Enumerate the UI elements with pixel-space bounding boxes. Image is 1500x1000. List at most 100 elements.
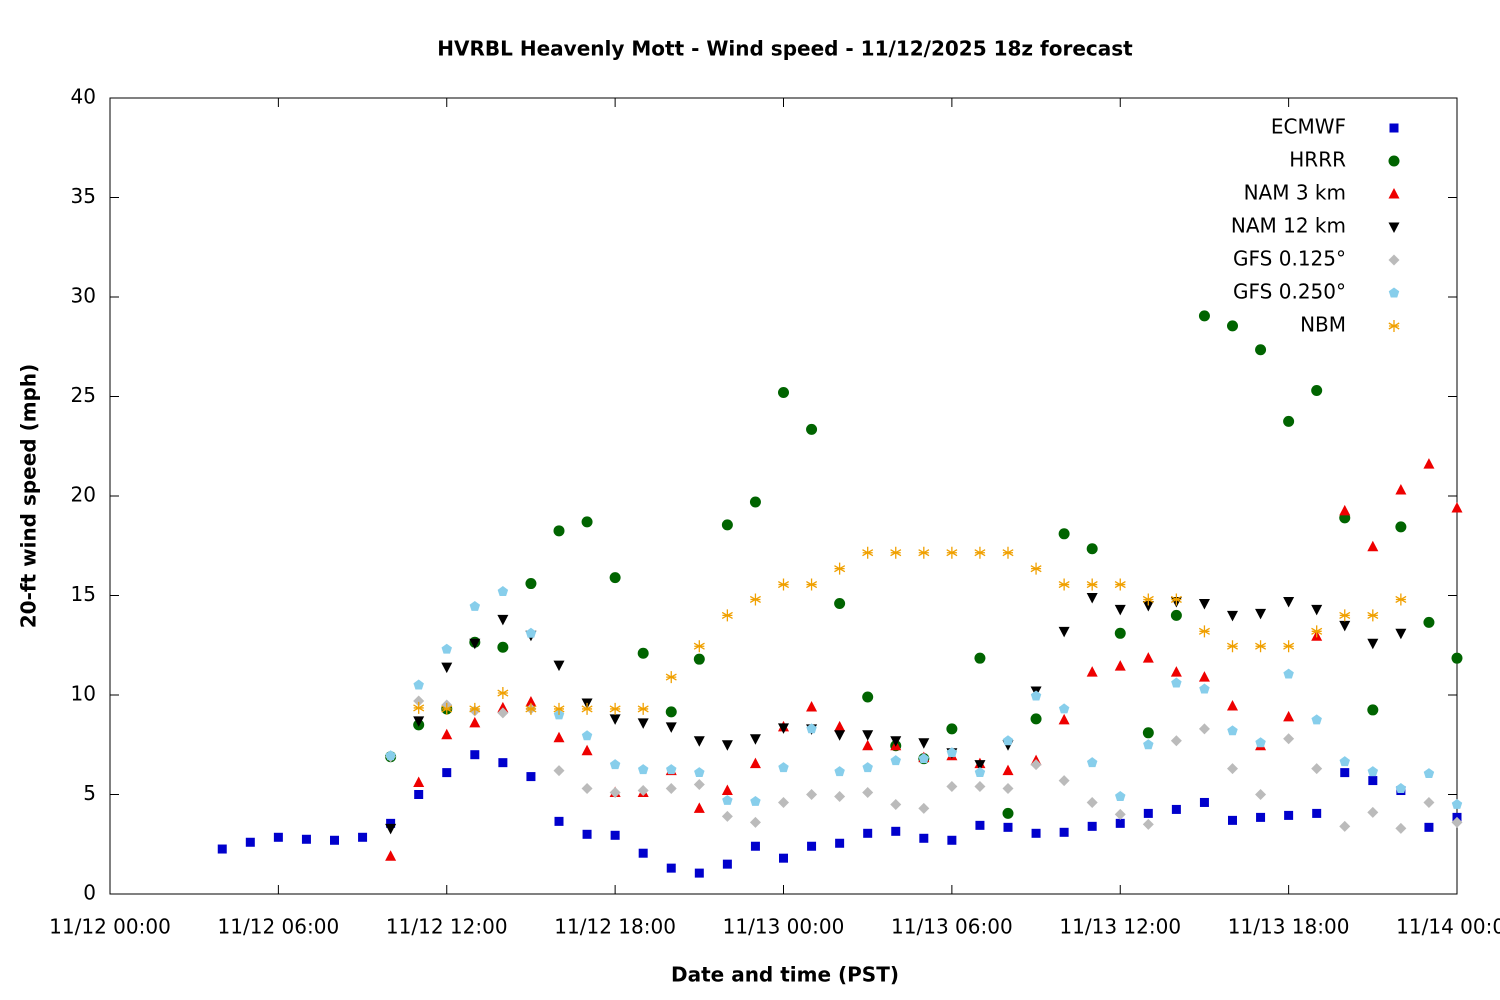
point bbox=[637, 785, 649, 797]
point bbox=[918, 753, 930, 764]
y-tick-label: 35 bbox=[71, 184, 96, 208]
point bbox=[749, 496, 761, 508]
point bbox=[890, 798, 902, 810]
point bbox=[582, 829, 592, 839]
point bbox=[1058, 775, 1070, 787]
point bbox=[1114, 627, 1126, 639]
point bbox=[330, 835, 339, 845]
point bbox=[1171, 804, 1181, 814]
point bbox=[413, 701, 425, 714]
legend-label: GFS 0.125° bbox=[1233, 247, 1346, 271]
point bbox=[749, 734, 761, 745]
point bbox=[526, 772, 536, 782]
point bbox=[693, 802, 705, 813]
point bbox=[637, 718, 649, 729]
point bbox=[1256, 812, 1266, 822]
point bbox=[273, 832, 283, 842]
point bbox=[1058, 703, 1070, 714]
point bbox=[1170, 735, 1182, 747]
x-tick-label: 11/12 00:00 bbox=[49, 915, 171, 939]
point bbox=[1395, 783, 1407, 793]
point bbox=[413, 776, 425, 788]
point bbox=[946, 723, 958, 735]
point bbox=[1058, 713, 1070, 725]
point bbox=[1367, 609, 1379, 622]
point bbox=[1367, 638, 1379, 650]
point bbox=[1339, 620, 1351, 632]
point bbox=[442, 768, 452, 778]
point bbox=[413, 695, 425, 707]
point bbox=[1395, 822, 1407, 834]
point bbox=[807, 841, 817, 851]
point bbox=[974, 781, 986, 793]
point bbox=[497, 586, 509, 596]
y-tick-label: 20 bbox=[71, 483, 96, 507]
point bbox=[469, 600, 481, 611]
legend-marker bbox=[1388, 188, 1400, 199]
point bbox=[666, 863, 676, 873]
point bbox=[721, 519, 733, 531]
point bbox=[581, 783, 593, 795]
point bbox=[553, 765, 565, 777]
point bbox=[806, 723, 817, 734]
point bbox=[609, 759, 621, 770]
point bbox=[974, 652, 986, 664]
point bbox=[497, 687, 509, 700]
point bbox=[581, 516, 593, 528]
point bbox=[862, 730, 874, 741]
point bbox=[301, 834, 311, 844]
point bbox=[834, 597, 846, 609]
legend-label: NAM 12 km bbox=[1231, 214, 1346, 238]
point bbox=[553, 660, 565, 672]
y-tick-label: 15 bbox=[71, 582, 96, 606]
point bbox=[1283, 415, 1295, 427]
point bbox=[637, 764, 649, 775]
point bbox=[1030, 562, 1042, 575]
point bbox=[469, 638, 481, 650]
point bbox=[358, 832, 368, 842]
point bbox=[834, 790, 846, 802]
y-tick-label: 40 bbox=[71, 85, 96, 109]
point bbox=[779, 853, 788, 863]
point bbox=[778, 723, 789, 734]
point bbox=[1311, 385, 1323, 397]
point bbox=[581, 730, 593, 741]
point bbox=[918, 546, 930, 559]
point bbox=[1002, 783, 1014, 795]
point bbox=[610, 830, 620, 840]
point bbox=[1423, 458, 1435, 469]
point bbox=[554, 816, 564, 826]
point bbox=[1115, 790, 1126, 801]
point bbox=[1142, 727, 1154, 739]
point bbox=[1228, 815, 1237, 825]
point bbox=[722, 794, 733, 805]
point bbox=[1170, 609, 1182, 621]
point bbox=[1030, 713, 1042, 725]
point bbox=[581, 744, 593, 756]
point bbox=[947, 835, 957, 845]
point bbox=[1255, 344, 1267, 356]
point bbox=[441, 643, 452, 654]
point bbox=[1367, 806, 1379, 818]
point bbox=[1143, 808, 1153, 818]
point bbox=[1086, 578, 1098, 591]
point bbox=[862, 691, 874, 703]
point bbox=[1255, 789, 1267, 800]
point bbox=[890, 755, 901, 766]
point bbox=[1115, 818, 1125, 828]
point bbox=[581, 702, 593, 715]
point bbox=[497, 707, 509, 719]
point bbox=[1143, 739, 1154, 750]
point bbox=[778, 796, 789, 808]
point bbox=[918, 802, 930, 814]
point bbox=[1451, 652, 1463, 664]
point bbox=[385, 823, 397, 835]
point bbox=[863, 828, 873, 838]
point bbox=[1255, 737, 1266, 748]
legend-marker bbox=[1388, 222, 1400, 233]
point bbox=[1059, 827, 1069, 837]
point bbox=[386, 818, 396, 828]
point bbox=[1368, 776, 1378, 786]
point bbox=[974, 760, 986, 771]
point bbox=[806, 423, 818, 435]
